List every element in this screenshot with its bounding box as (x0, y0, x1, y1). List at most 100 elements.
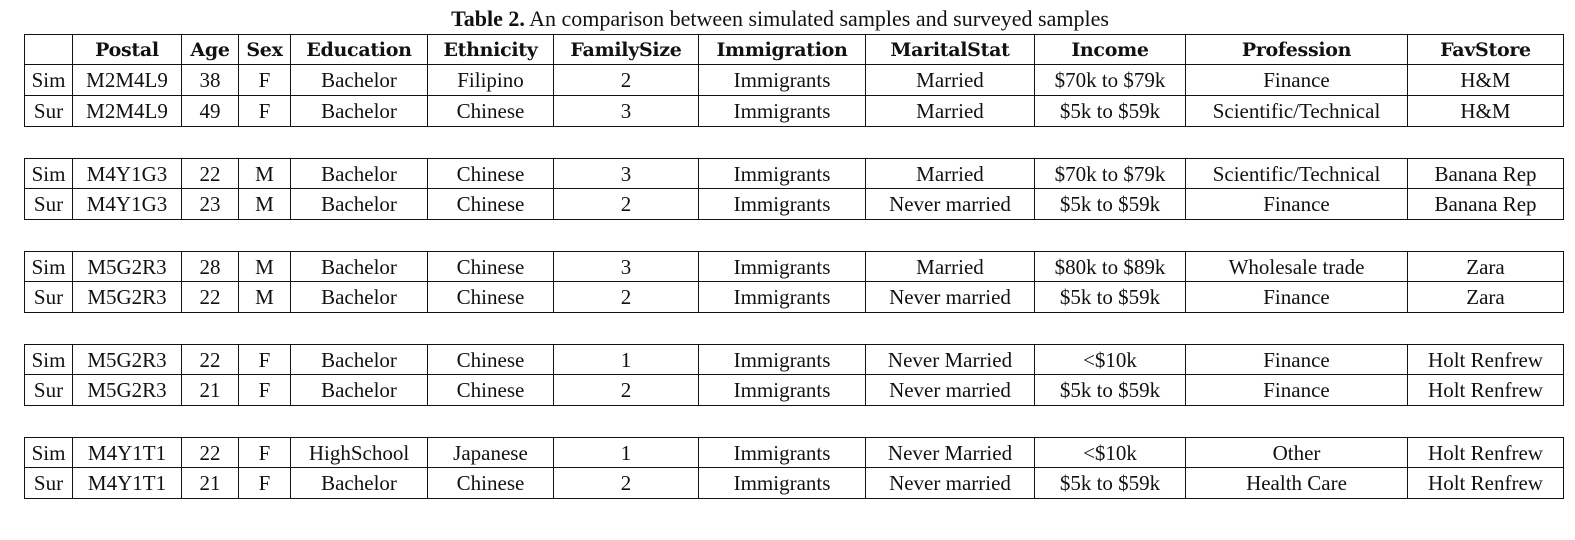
cell-row-type: Sim (24, 344, 73, 375)
cell-income: $5k to $59k (1035, 468, 1186, 499)
cell-age: 22 (182, 282, 239, 313)
cell-row-type: Sim (24, 65, 73, 96)
header-cell-row-type (24, 34, 73, 65)
cell-profession: Finance (1186, 344, 1408, 375)
table-row: Sur M4Y1T1 21 F Bachelor Chinese 2 Immigrants Ne… (24, 468, 1564, 499)
cell-postal: M4Y1T1 (73, 437, 182, 468)
cell-income: $80k to $89k (1035, 251, 1186, 282)
cell-immigration: Immigrants (699, 375, 866, 406)
cell-income: $5k to $59k (1035, 189, 1186, 220)
table-row: Sim M4Y1G3 22 M Bachelor Chinese 3 Immigrants Ma… (24, 158, 1564, 189)
cell-ethnicity: Chinese (428, 96, 554, 127)
cell-income: $70k to $79k (1035, 65, 1186, 96)
cell-sex: M (239, 251, 291, 282)
cell-marital-status: Never married (866, 189, 1035, 220)
header-cell-age: Age (182, 34, 239, 65)
cell-profession: Wholesale trade (1186, 251, 1408, 282)
cell-row-type: Sim (24, 251, 73, 282)
table-caption-label: Table 2. (451, 6, 525, 31)
cell-ethnicity: Chinese (428, 375, 554, 406)
cell-income: <$10k (1035, 344, 1186, 375)
cell-row-type: Sur (24, 375, 73, 406)
cell-immigration: Immigrants (699, 189, 866, 220)
cell-family-size: 3 (554, 251, 699, 282)
cell-age: 23 (182, 189, 239, 220)
cell-profession: Scientific/Technical (1186, 96, 1408, 127)
cell-postal: M4Y1T1 (73, 468, 182, 499)
cell-sex: F (239, 65, 291, 96)
cell-age: 21 (182, 468, 239, 499)
cell-fav-store: Banana Rep (1408, 189, 1564, 220)
cell-sex: F (239, 437, 291, 468)
cell-ethnicity: Japanese (428, 437, 554, 468)
cell-education: Bachelor (291, 344, 428, 375)
cell-sex: M (239, 158, 291, 189)
group-spacer (24, 406, 1564, 437)
cell-sex: F (239, 344, 291, 375)
cell-postal: M4Y1G3 (73, 158, 182, 189)
cell-family-size: 2 (554, 468, 699, 499)
cell-ethnicity: Chinese (428, 282, 554, 313)
cell-row-type: Sim (24, 158, 73, 189)
cell-marital-status: Never Married (866, 344, 1035, 375)
cell-marital-status: Never married (866, 468, 1035, 499)
cell-family-size: 2 (554, 282, 699, 313)
header-cell-ethnicity: Ethnicity (428, 34, 554, 65)
cell-ethnicity: Filipino (428, 65, 554, 96)
cell-age: 49 (182, 96, 239, 127)
header-cell-fav-store: FavStore (1408, 34, 1564, 65)
cell-row-type: Sur (24, 189, 73, 220)
cell-age: 22 (182, 437, 239, 468)
cell-education: Bachelor (291, 251, 428, 282)
header-cell-postal: Postal (73, 34, 182, 65)
group-spacer (24, 220, 1564, 251)
cell-family-size: 2 (554, 65, 699, 96)
cell-family-size: 3 (554, 96, 699, 127)
cell-education: Bachelor (291, 96, 428, 127)
cell-fav-store: Holt Renfrew (1408, 468, 1564, 499)
cell-ethnicity: Chinese (428, 189, 554, 220)
cell-postal: M5G2R3 (73, 344, 182, 375)
cell-profession: Finance (1186, 282, 1408, 313)
cell-education: Bachelor (291, 375, 428, 406)
cell-row-type: Sur (24, 468, 73, 499)
cell-marital-status: Married (866, 96, 1035, 127)
cell-education: Bachelor (291, 282, 428, 313)
cell-education: Bachelor (291, 158, 428, 189)
cell-immigration: Immigrants (699, 65, 866, 96)
table-row: Sur M4Y1G3 23 M Bachelor Chinese 2 Immigrants Ne… (24, 189, 1564, 220)
cell-family-size: 2 (554, 375, 699, 406)
cell-row-type: Sur (24, 96, 73, 127)
table-row: Sur M5G2R3 22 M Bachelor Chinese 2 Immigrants Ne… (24, 282, 1564, 313)
cell-profession: Health Care (1186, 468, 1408, 499)
group-spacer (24, 313, 1564, 344)
comparison-table: Postal Age Sex Education Ethnicity FamilySize… (24, 34, 1564, 499)
cell-family-size: 1 (554, 344, 699, 375)
table-row: Sim M5G2R3 22 F Bachelor Chinese 1 Immigrants Ne… (24, 344, 1564, 375)
cell-profession: Finance (1186, 65, 1408, 96)
header-cell-education: Education (291, 34, 428, 65)
header-cell-immigration: Immigration (699, 34, 866, 65)
cell-fav-store: Banana Rep (1408, 158, 1564, 189)
cell-education: Bachelor (291, 468, 428, 499)
cell-family-size: 1 (554, 437, 699, 468)
cell-postal: M4Y1G3 (73, 189, 182, 220)
cell-postal: M2M4L9 (73, 96, 182, 127)
cell-ethnicity: Chinese (428, 468, 554, 499)
cell-age: 22 (182, 158, 239, 189)
cell-education: Bachelor (291, 189, 428, 220)
cell-postal: M5G2R3 (73, 282, 182, 313)
cell-postal: M2M4L9 (73, 65, 182, 96)
cell-income: $5k to $59k (1035, 282, 1186, 313)
cell-income: $5k to $59k (1035, 375, 1186, 406)
cell-income: <$10k (1035, 437, 1186, 468)
cell-row-type: Sur (24, 282, 73, 313)
table-header-row: Postal Age Sex Education Ethnicity FamilySize… (24, 34, 1564, 65)
cell-sex: F (239, 375, 291, 406)
cell-postal: M5G2R3 (73, 251, 182, 282)
header-cell-family-size: FamilySize (554, 34, 699, 65)
cell-row-type: Sim (24, 437, 73, 468)
cell-education: HighSchool (291, 437, 428, 468)
table-caption: Table 2. An comparison between simulated… (0, 6, 1560, 32)
cell-immigration: Immigrants (699, 251, 866, 282)
